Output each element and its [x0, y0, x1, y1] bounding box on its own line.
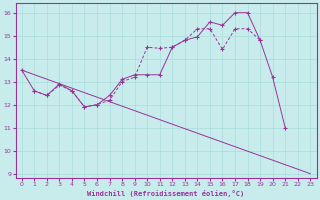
X-axis label: Windchill (Refroidissement éolien,°C): Windchill (Refroidissement éolien,°C) [87, 190, 245, 197]
